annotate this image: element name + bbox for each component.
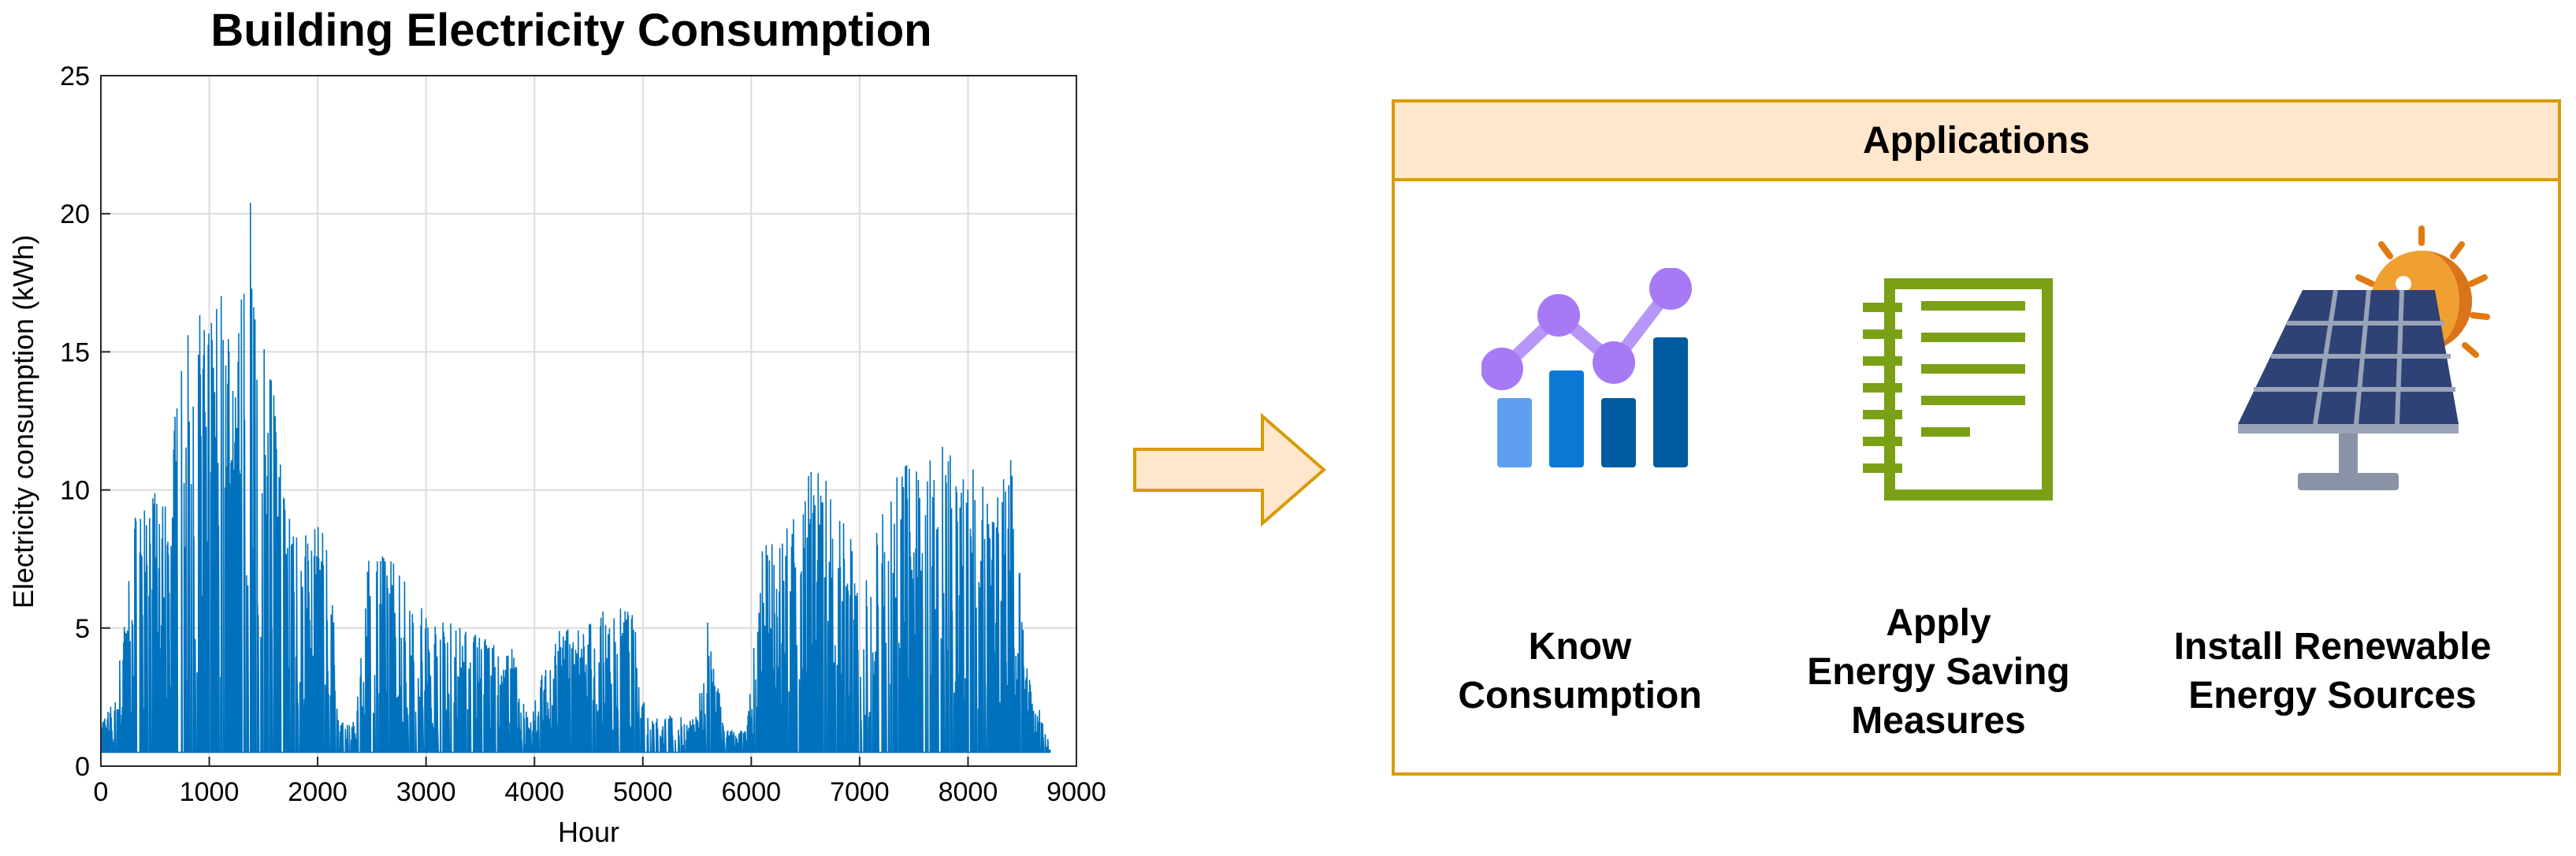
- solar-panel-icon: [2238, 225, 2490, 490]
- y-tick-label: 20: [60, 199, 90, 229]
- app-label-line: Energy Sources: [2188, 675, 2477, 716]
- x-axis-label: Hour: [558, 816, 619, 848]
- application-renewable-energy: Install Renewable Energy Sources: [2159, 623, 2506, 720]
- app-label-line: Energy Saving: [1807, 651, 2070, 693]
- applications-header: Applications: [1395, 102, 2558, 181]
- right-arrow-icon: [1133, 412, 1327, 527]
- application-know-consumption: Know Consumption: [1442, 623, 1718, 720]
- app-label-line: Install Renewable: [2173, 626, 2492, 668]
- x-tick-label: 8000: [939, 777, 998, 807]
- app-label-line: Know: [1528, 626, 1632, 668]
- x-tick-label: 4000: [504, 777, 564, 807]
- x-tick-label: 2000: [288, 777, 348, 807]
- notebook-icon: [1863, 278, 2053, 501]
- app-label-line: Measures: [1851, 700, 2026, 742]
- x-tick-label: 5000: [613, 777, 673, 807]
- y-tick-label: 10: [60, 476, 90, 506]
- y-axis-ticks: 0 5 10 15 20 25: [60, 61, 110, 782]
- chart-title: Building Electricity Consumption: [210, 5, 931, 56]
- x-axis-ticks: 0 1000 2000 3000 4000 5000 6000 7000 8000 9000: [94, 757, 1106, 807]
- app-label-line: Consumption: [1458, 675, 1702, 716]
- series-line-consumption: [101, 203, 1051, 754]
- y-tick-label: 5: [75, 614, 90, 644]
- application-energy-saving: Apply Energy Saving Measures: [1789, 599, 2088, 746]
- x-tick-label: 3000: [396, 777, 456, 807]
- chart-series-consumption: [101, 203, 1051, 754]
- y-tick-label: 25: [60, 61, 90, 91]
- plot-area-frame: [100, 75, 1077, 767]
- applications-panel: Applications: [1392, 99, 2561, 776]
- y-axis-label: Electricity consumption (kWh): [7, 235, 39, 609]
- y-tick-label: 15: [60, 337, 90, 367]
- x-tick-label: 9000: [1046, 777, 1106, 807]
- x-tick-label: 1000: [180, 777, 240, 807]
- x-tick-label: 7000: [830, 777, 890, 807]
- x-tick-label: 0: [94, 777, 109, 807]
- app-label-line: Apply: [1886, 602, 1991, 644]
- analytics-chart-icon: [1481, 268, 1692, 467]
- x-tick-label: 6000: [722, 777, 782, 807]
- y-tick-label: 0: [75, 752, 90, 782]
